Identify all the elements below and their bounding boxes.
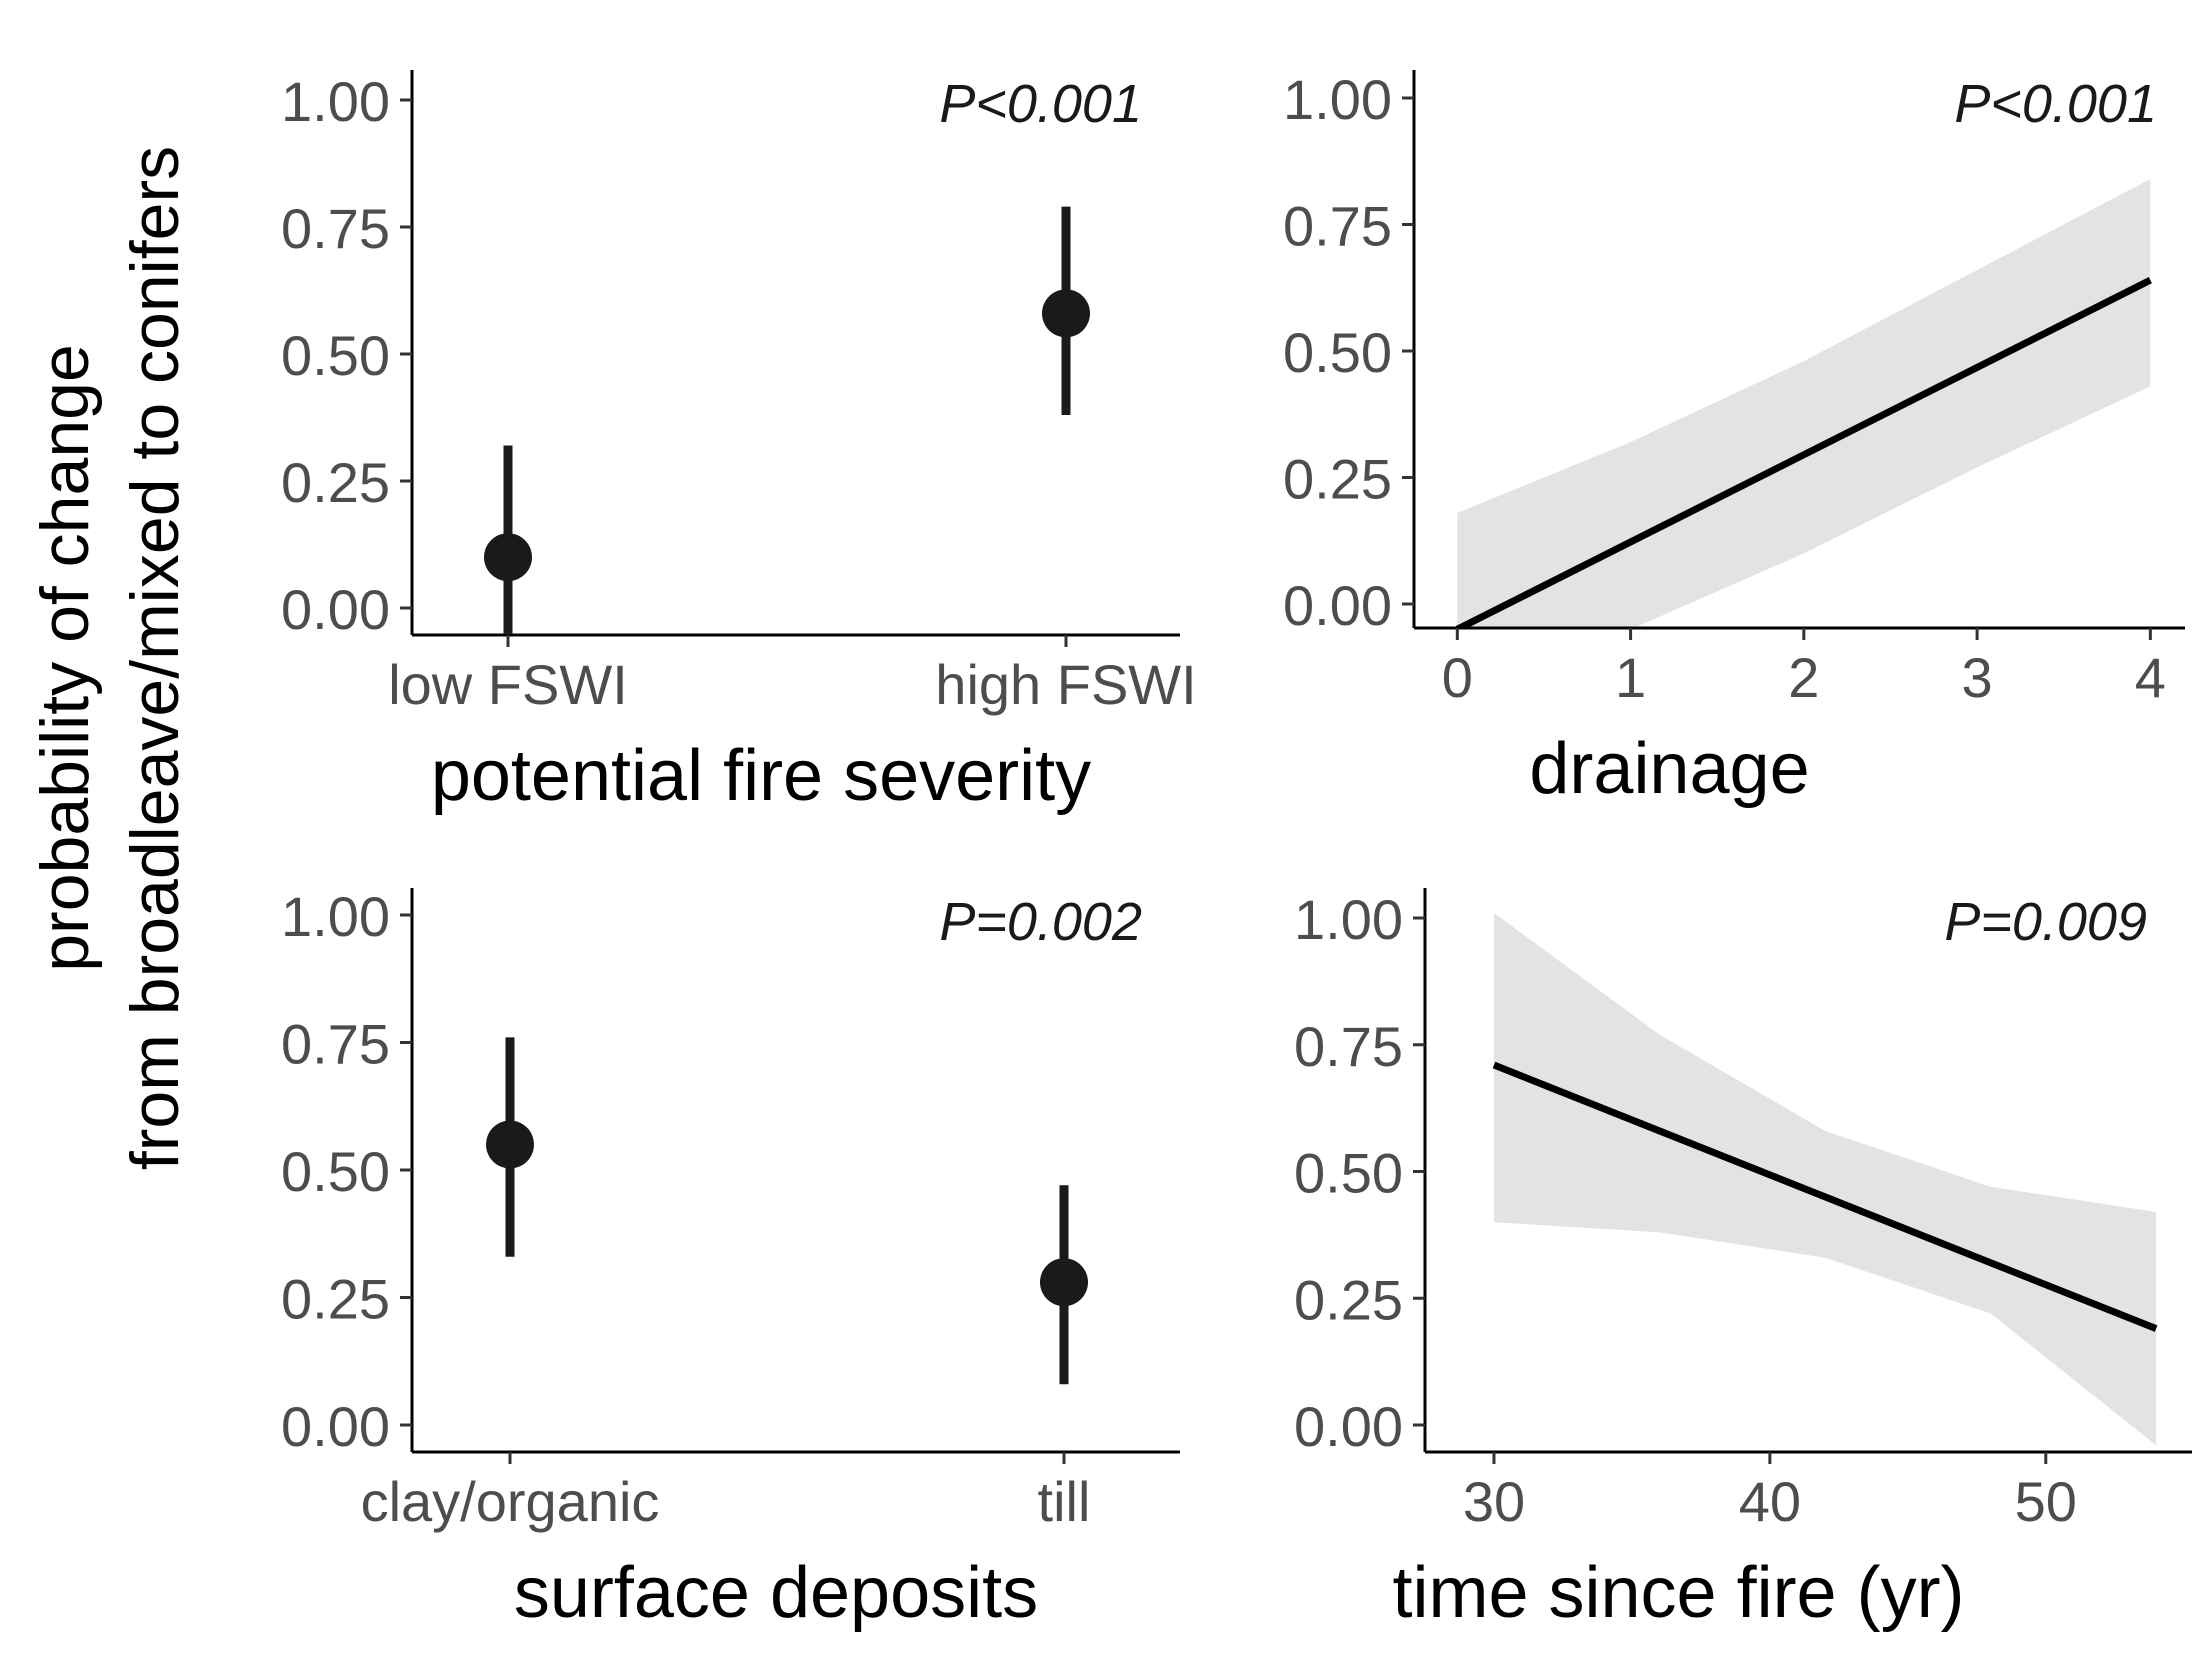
x-tick-label: high FSWI xyxy=(935,653,1196,716)
y-tick-label: 0.75 xyxy=(1283,195,1392,258)
p-value-annotation: P<0.001 xyxy=(939,74,1142,134)
y-tick-label: 0.00 xyxy=(281,578,390,641)
y-tick-label: 0.50 xyxy=(1283,321,1392,384)
y-tick-label: 0.00 xyxy=(1294,1395,1403,1458)
x-tick-label: 2 xyxy=(1788,646,1819,709)
panel-3: 0.00 0.25 0.50 0.75 1.00 clay/organic tillsurf… xyxy=(281,885,1180,1633)
y-axis-title-line1: probability of change xyxy=(27,344,103,972)
x-tick-label: 40 xyxy=(1739,1470,1801,1533)
y-tick-label: 0.50 xyxy=(281,324,390,387)
confidence-ribbon xyxy=(1457,178,2151,628)
y-tick-label: 0.25 xyxy=(281,451,390,514)
y-tick-label: 0.75 xyxy=(281,197,390,260)
x-tick-label: clay/organic xyxy=(361,1470,660,1533)
panel-2: 0.00 0.25 0.50 0.75 1.00 0 1 2 3 4 drainage P<0.001 xyxy=(1283,68,2185,809)
x-axis-title: potential fire severity xyxy=(431,736,1091,816)
panel-1: 0.00 0.25 0.50 0.75 1.00 low FSWI high FSWI pot… xyxy=(281,70,1197,816)
y-tick-label: 0.50 xyxy=(281,1140,390,1203)
y-tick-label: 0.25 xyxy=(1283,448,1392,511)
y-tick-label: 1.00 xyxy=(1283,68,1392,131)
y-tick-label: 1.00 xyxy=(1294,888,1403,951)
x-axis-title: drainage xyxy=(1529,729,1809,809)
x-tick-label: 3 xyxy=(1962,646,1993,709)
y-tick-label: 1.00 xyxy=(281,70,390,133)
panels: 0.00 0.25 0.50 0.75 1.00 low FSWI high FSWI pot… xyxy=(281,68,2192,1633)
y-tick-label: 0.00 xyxy=(281,1395,390,1458)
p-value-annotation: P=0.002 xyxy=(939,892,1142,952)
y-tick-label: 0.50 xyxy=(1294,1142,1403,1205)
y-axis-title-line2: from broadleave/mixed to conifers xyxy=(117,146,193,1170)
confidence-ribbon xyxy=(1493,912,2157,1446)
x-tick-label: 30 xyxy=(1463,1470,1525,1533)
y-tick-label: 0.25 xyxy=(281,1268,390,1331)
fitted-line xyxy=(1492,1061,2158,1332)
x-tick-label: 4 xyxy=(2135,646,2166,709)
p-value-annotation: P=0.009 xyxy=(1944,892,2147,952)
y-tick-label: 1.00 xyxy=(281,885,390,948)
fitted-line xyxy=(1455,277,2152,628)
x-tick-label: low FSWI xyxy=(388,653,628,716)
panel-4: 0.00 0.25 0.50 0.75 1.00 30 40 50 time since fir… xyxy=(1294,888,2192,1633)
y-tick-label: 0.00 xyxy=(1283,574,1392,637)
y-tick-label: 0.75 xyxy=(1294,1015,1403,1078)
p-value-annotation: P<0.001 xyxy=(1954,74,2157,134)
data-point xyxy=(484,533,532,582)
x-axis-title: surface deposits xyxy=(514,1553,1038,1633)
y-tick-label: 0.25 xyxy=(1294,1268,1403,1331)
x-tick-label: 0 xyxy=(1442,646,1473,709)
data-point xyxy=(486,1120,534,1169)
x-tick-label: till xyxy=(1038,1470,1091,1533)
x-tick-label: 1 xyxy=(1615,646,1646,709)
x-axis-title: time since fire (yr) xyxy=(1392,1553,1964,1633)
data-point xyxy=(1042,289,1090,338)
y-tick-label: 0.75 xyxy=(281,1013,390,1076)
x-tick-label: 50 xyxy=(2015,1470,2077,1533)
data-point xyxy=(1040,1258,1088,1307)
